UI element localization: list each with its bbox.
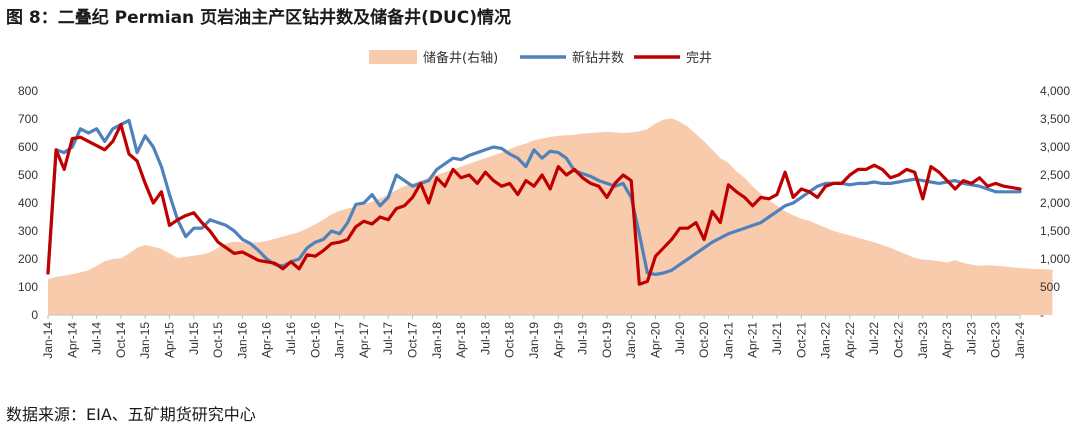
x-tick-label: Jan-21 (721, 322, 735, 359)
x-tick-label: Apr-23 (940, 322, 954, 358)
x-tick-label: Jan-24 (1013, 322, 1027, 359)
x-tick-label: Oct-14 (114, 322, 128, 358)
x-tick-label: Oct-18 (503, 322, 517, 358)
x-tick-label: Jul-21 (770, 322, 784, 355)
y-right-tick-label: 1,000 (1040, 252, 1070, 266)
x-tick-label: Jul-15 (187, 322, 201, 355)
x-tick-label: Jan-15 (138, 322, 152, 359)
x-tick-label: Apr-21 (746, 322, 760, 358)
x-tick-label: Jul-22 (867, 322, 881, 355)
y-right-tick-label: 3,500 (1040, 112, 1070, 126)
x-tick-label: Jan-22 (819, 322, 833, 359)
x-tick-label: Jan-19 (527, 322, 541, 359)
y-left-tick-label: 800 (18, 84, 38, 98)
y-left-tick-label: 500 (18, 168, 38, 182)
y-right-tick-label: 2,500 (1040, 168, 1070, 182)
x-tick-label: Apr-17 (357, 322, 371, 358)
x-tick-label: Oct-21 (794, 322, 808, 358)
legend-label-duc: 储备井(右轴) (423, 50, 498, 66)
x-tick-label: Apr-16 (260, 322, 274, 358)
figure-title: 图 8：二叠纪 Permian 页岩油主产区钻井数及储备井(DUC)情况 (6, 8, 512, 28)
y-left-tick-label: 300 (18, 224, 38, 238)
legend-label-drilled: 新钻井数 (572, 50, 624, 66)
x-tick-label: Jul-17 (381, 322, 395, 355)
x-tick-label: Oct-19 (600, 322, 614, 358)
legend-swatch-duc (369, 50, 417, 64)
x-tick-label: Jul-16 (284, 322, 298, 355)
y-right-tick-label: 500 (1040, 280, 1060, 294)
y-right-tick-label: 1,500 (1040, 224, 1070, 238)
x-tick-label: Jul-19 (576, 322, 590, 355)
y-right-tick-label: 3,000 (1040, 140, 1070, 154)
legend-label-completed: 完井 (686, 51, 712, 66)
y-right-tick-label: - (1040, 308, 1044, 322)
y-left-tick-label: 100 (18, 280, 38, 294)
x-tick-label: Jan-20 (624, 322, 638, 359)
y-right-tick-label: 4,000 (1040, 84, 1070, 98)
series-line-drilled (46, 118, 1022, 276)
x-tick-label: Jan-14 (41, 322, 55, 359)
x-tick-label: Apr-20 (649, 322, 663, 358)
x-tick-label: Jul-18 (478, 322, 492, 355)
x-tick-label: Jan-18 (430, 322, 444, 359)
y-left-tick-label: 700 (18, 112, 38, 126)
y-left-tick-label: 0 (31, 308, 38, 322)
x-tick-label: Jan-16 (235, 322, 249, 359)
x-tick-label: Apr-14 (65, 322, 79, 358)
x-tick-label: Apr-18 (454, 322, 468, 358)
y-right-tick-label: 2,000 (1040, 196, 1070, 210)
x-tick-label: Apr-22 (843, 322, 857, 358)
x-tick-label: Jul-20 (673, 322, 687, 355)
series-line-completed (46, 122, 1022, 286)
x-tick-label: Oct-16 (308, 322, 322, 358)
plot-area (46, 118, 1053, 316)
x-tick-label: Oct-22 (892, 322, 906, 358)
x-tick-label: Oct-20 (697, 322, 711, 358)
y-left-tick-label: 600 (18, 140, 38, 154)
source-note: 数据来源：EIA、五矿期货研究中心 (6, 405, 256, 424)
axes: Jan-14 Apr-14 Jul-14 Oct-14 Jan-15 Apr-15 Jul-… (18, 84, 1070, 359)
x-tick-label: Apr-15 (163, 322, 177, 358)
x-tick-label: Oct-15 (211, 322, 225, 358)
legend: 储备井(右轴) 新钻井数 完井 (369, 50, 712, 66)
x-tick-label: Apr-19 (551, 322, 565, 358)
x-tick-label: Jan-23 (916, 322, 930, 359)
x-tick-label: Jul-14 (90, 322, 104, 355)
x-tick-label: Jul-23 (964, 322, 978, 355)
x-tick-label: Jan-17 (333, 322, 347, 359)
x-tick-label: Oct-23 (989, 322, 1003, 358)
y-left-tick-label: 200 (18, 252, 38, 266)
x-tick-label: Oct-17 (406, 322, 420, 358)
y-left-tick-label: 400 (18, 196, 38, 210)
